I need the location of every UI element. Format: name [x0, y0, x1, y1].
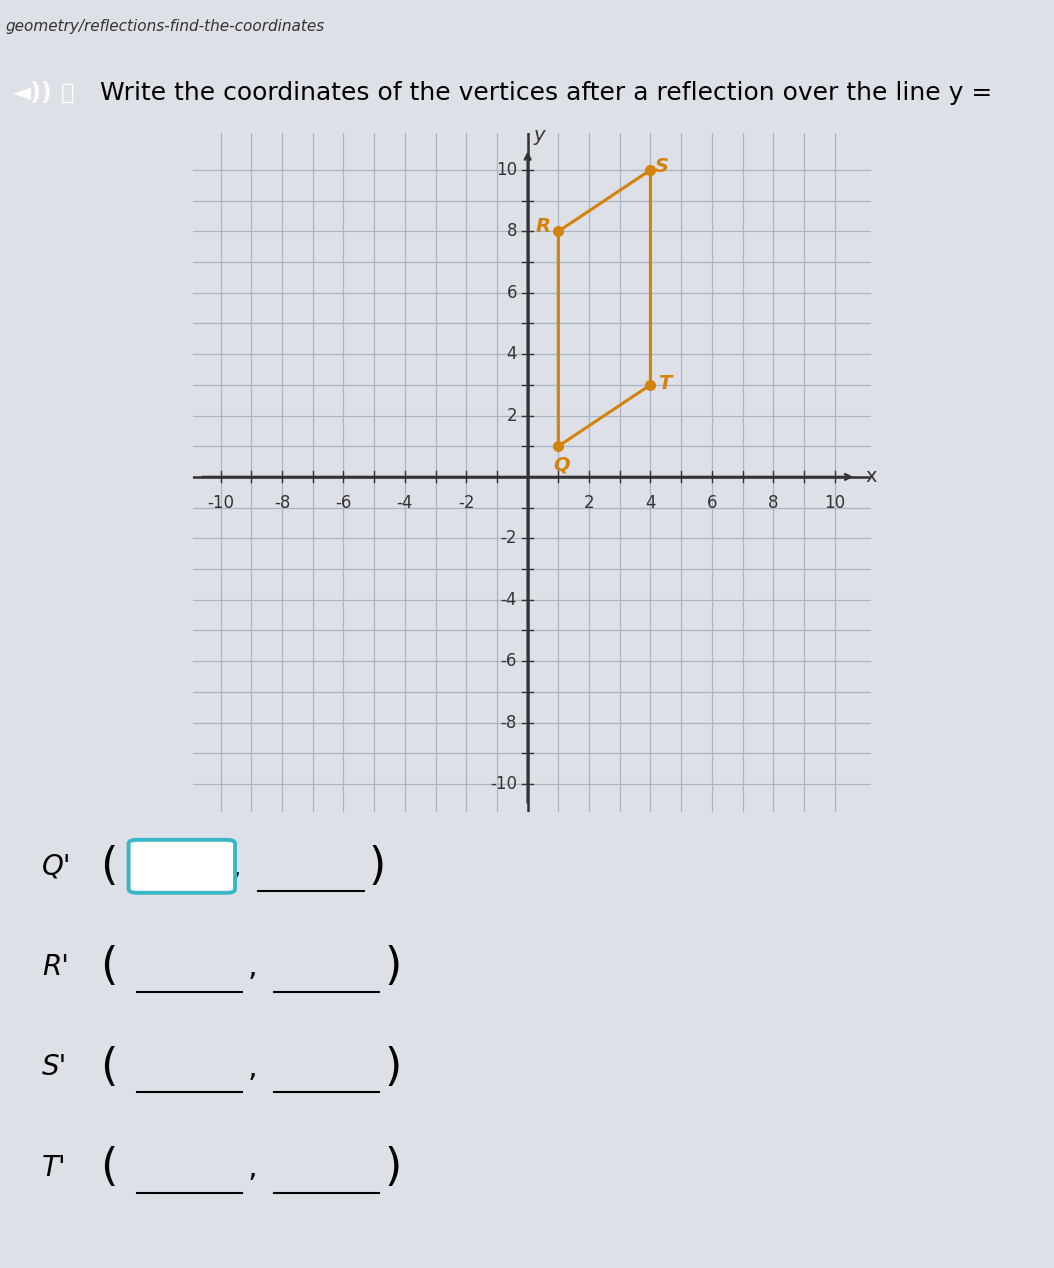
Text: 6: 6 [506, 284, 516, 302]
Text: -2: -2 [501, 529, 516, 548]
Text: -4: -4 [501, 591, 516, 609]
Text: 10: 10 [824, 493, 845, 512]
Text: Q': Q' [42, 852, 72, 880]
Text: -10: -10 [490, 775, 516, 792]
Text: (: ( [100, 945, 117, 988]
Text: T: T [658, 374, 671, 393]
Text: ): ) [385, 1046, 402, 1089]
Text: (: ( [100, 1046, 117, 1089]
Text: -10: -10 [208, 493, 234, 512]
Text: 8: 8 [768, 493, 779, 512]
Text: ◄)): ◄)) [13, 81, 53, 105]
Text: 10: 10 [495, 161, 516, 179]
Text: x: x [865, 468, 877, 487]
Text: S: S [655, 157, 669, 176]
Text: -2: -2 [458, 493, 474, 512]
Text: -6: -6 [501, 652, 516, 670]
Text: 6: 6 [706, 493, 717, 512]
FancyBboxPatch shape [129, 839, 235, 893]
Text: (: ( [100, 1146, 117, 1189]
Text: ,: , [248, 1153, 257, 1182]
Text: ,: , [232, 852, 241, 881]
Text: 2: 2 [506, 407, 516, 425]
Text: Q: Q [553, 455, 570, 474]
Text: 2: 2 [584, 493, 594, 512]
Text: 8: 8 [506, 222, 516, 241]
Text: ): ) [369, 844, 386, 888]
Text: y: y [533, 127, 545, 146]
Text: R': R' [42, 952, 69, 980]
Text: (: ( [100, 844, 117, 888]
Text: -4: -4 [396, 493, 413, 512]
Text: -8: -8 [274, 493, 290, 512]
Text: 4: 4 [506, 345, 516, 363]
Text: ): ) [385, 945, 402, 988]
Text: geometry/reflections-find-the-coordinates: geometry/reflections-find-the-coordinate… [5, 19, 325, 34]
Text: 4: 4 [645, 493, 656, 512]
Text: S': S' [42, 1054, 67, 1082]
Text: -8: -8 [501, 714, 516, 732]
Text: ,: , [248, 952, 257, 981]
Text: T': T' [42, 1154, 66, 1182]
Text: ): ) [385, 1146, 402, 1189]
Text: -6: -6 [335, 493, 352, 512]
Text: ⛹: ⛹ [61, 84, 75, 103]
Text: R: R [535, 217, 550, 236]
Text: ,: , [248, 1052, 257, 1082]
Text: Write the coordinates of the vertices after a reflection over the line y =: Write the coordinates of the vertices af… [100, 81, 993, 105]
